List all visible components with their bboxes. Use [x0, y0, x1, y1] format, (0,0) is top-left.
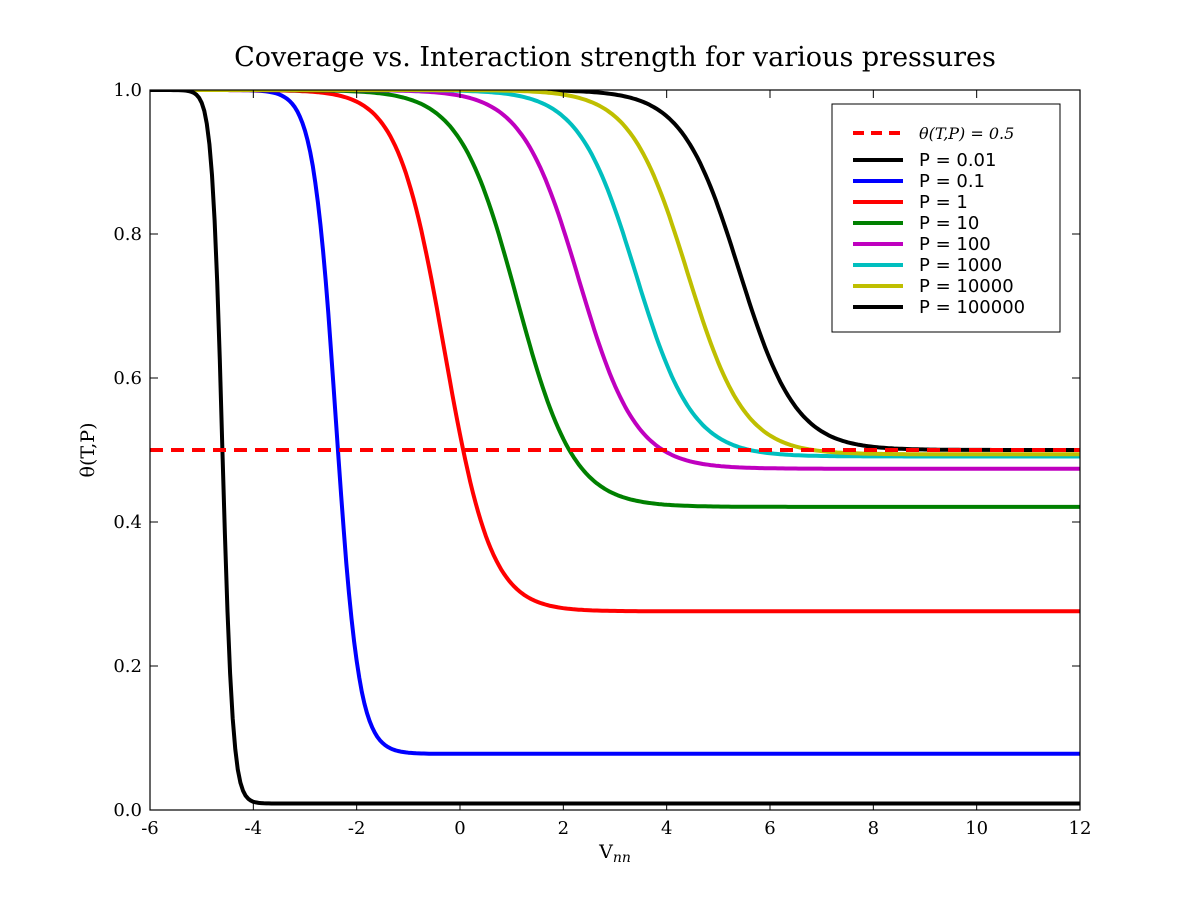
- x-tick-label: 2: [558, 818, 569, 839]
- x-tick-label: 12: [1069, 818, 1092, 839]
- y-tick-label: 1.0: [113, 80, 142, 101]
- legend-label: P = 1000: [919, 255, 1002, 276]
- x-axis: -6 -4 -2 0 2 4 6 8 10 12: [141, 90, 1091, 839]
- legend-label: P = 1: [919, 192, 968, 213]
- legend-box: [831, 103, 1061, 333]
- series-lines: [150, 90, 1080, 806]
- y-tick-label: 0.0: [113, 800, 142, 821]
- y-axis: 0.0 0.2 0.4 0.6 0.8 1.0: [113, 80, 1080, 821]
- chart-title: Coverage vs. Interaction strength for va…: [234, 42, 996, 73]
- legend: θ(T,P) = 0.5 P = 0.01P = 0.1P = 1P = 10P…: [831, 103, 1061, 333]
- series-line-7: [150, 90, 1080, 806]
- x-tick-label: -2: [348, 818, 366, 839]
- plot-frame: [149, 89, 1081, 811]
- series-line-0: [150, 90, 1080, 452]
- x-axis-label-main: V: [598, 841, 613, 863]
- legend-label: P = 10000: [919, 276, 1014, 297]
- x-tick-label: 6: [764, 818, 775, 839]
- legend-label: P = 10: [919, 213, 979, 234]
- y-tick-label: 0.6: [113, 368, 142, 389]
- y-tick-label: 0.4: [113, 512, 142, 533]
- x-tick-label: 4: [661, 818, 672, 839]
- x-tick-label: 8: [868, 818, 879, 839]
- y-tick-label: 0.8: [113, 224, 142, 245]
- series-line-6: [150, 90, 1080, 457]
- legend-reference-label: θ(T,P) = 0.5: [919, 124, 1014, 143]
- series-line-1: [150, 90, 1080, 756]
- x-axis-label: Vnn: [598, 841, 631, 866]
- series-line-5: [150, 90, 1080, 459]
- y-axis-label: θ(T,P): [77, 423, 99, 478]
- x-tick-label: 0: [454, 818, 465, 839]
- x-tick-label: -4: [245, 818, 263, 839]
- legend-label: P = 0.01: [919, 150, 996, 171]
- x-axis-label-sub: nn: [613, 850, 631, 866]
- x-tick-label: 10: [965, 818, 988, 839]
- series-line-4: [150, 90, 1080, 471]
- y-tick-label: 0.2: [113, 656, 142, 677]
- legend-label: P = 0.1: [919, 171, 985, 192]
- legend-label: P = 100: [919, 234, 991, 255]
- x-tick-label: -6: [141, 818, 159, 839]
- plot-area: [149, 89, 1081, 811]
- legend-label: P = 100000: [919, 297, 1025, 318]
